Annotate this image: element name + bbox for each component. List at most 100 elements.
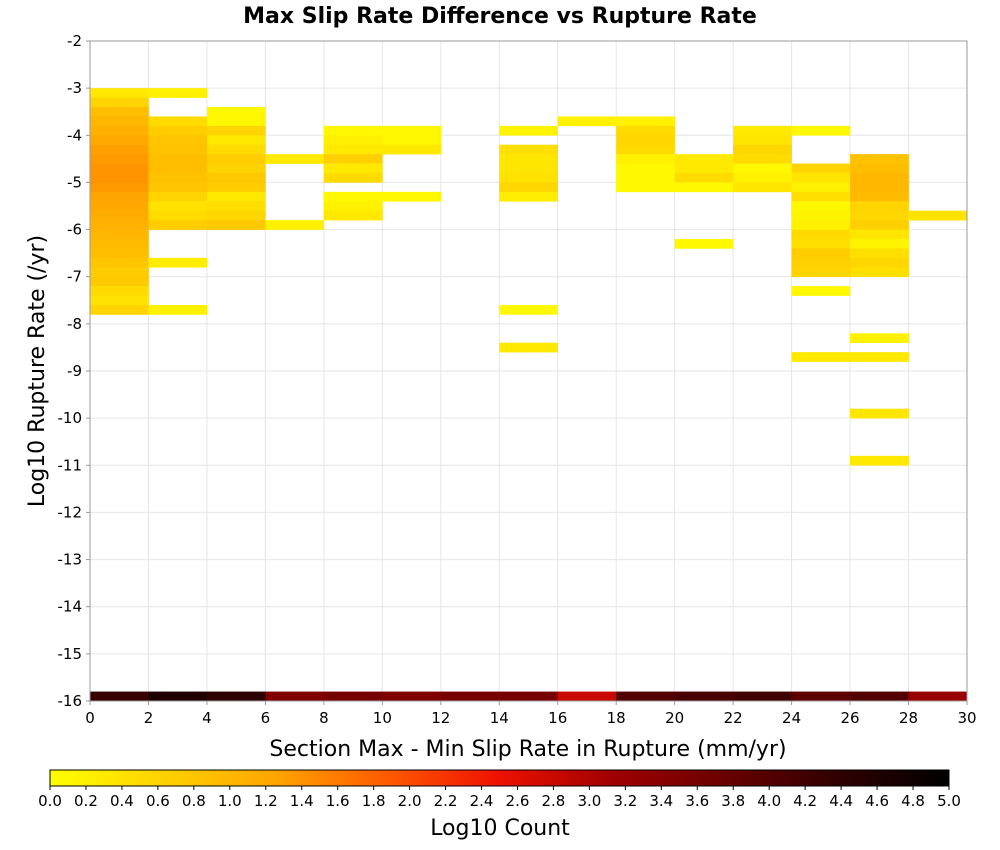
- x-tick-label: 8: [319, 709, 329, 727]
- heatmap-cell: [148, 116, 208, 127]
- heatmap-cell: [148, 163, 208, 174]
- y-tick-label: -7: [67, 268, 82, 286]
- colorbar-tick-label: 0.4: [110, 792, 134, 810]
- heatmap-cell: [616, 154, 675, 164]
- heatmap-cell: [148, 88, 208, 98]
- colorbar-tick-label: 3.8: [721, 792, 745, 810]
- heatmap-cell: [616, 144, 675, 155]
- y-tick-label: -14: [58, 598, 83, 616]
- heatmap-cell: [616, 182, 675, 193]
- x-tick-label: 18: [607, 709, 626, 727]
- y-tick-label: -10: [58, 409, 83, 427]
- y-tick-label: -6: [67, 221, 82, 239]
- y-tick-label: -3: [67, 79, 82, 97]
- heatmap-cell: [733, 144, 792, 155]
- heatmap-cell: [382, 191, 442, 202]
- heatmap-cell: [90, 305, 149, 315]
- heatmap-cell: [206, 125, 266, 136]
- heatmap-cell: [908, 210, 968, 221]
- heatmap-cell: [850, 173, 909, 183]
- colorbar-tick-label: 4.8: [901, 792, 925, 810]
- heatmap-cell: [206, 191, 266, 202]
- heatmap-cell: [323, 125, 383, 136]
- heatmap-cell: [265, 154, 325, 164]
- colorbar-label: Log10 Count: [430, 816, 570, 841]
- heatmap-cell: [148, 305, 208, 315]
- colorbar-tick-label: 4.6: [865, 792, 889, 810]
- heatmap-cell: [206, 201, 266, 212]
- heatmap-cell: [850, 267, 909, 278]
- heatmap-cell: [791, 248, 851, 259]
- heatmap-cell: [206, 210, 266, 221]
- heatmap-cell: [791, 257, 851, 268]
- marginal-cell: [90, 691, 149, 701]
- heatmap-cell: [499, 191, 559, 202]
- heatmap-cell: [90, 276, 149, 287]
- colorbar-tick-label: 4.2: [793, 792, 817, 810]
- colorbar-tick-label: 0.2: [74, 792, 98, 810]
- heatmap-cell: [265, 220, 325, 230]
- x-tick-label: 28: [899, 709, 918, 727]
- heatmap-cell: [206, 182, 266, 193]
- heatmap-cell: [148, 191, 208, 202]
- x-tick-label: 10: [373, 709, 392, 727]
- x-tick-label: 16: [548, 709, 567, 727]
- colorbar-tick-label: 1.4: [290, 792, 314, 810]
- heatmap-cell: [90, 88, 149, 98]
- heatmap-cell: [148, 210, 208, 221]
- x-tick-label: 0: [85, 709, 95, 727]
- heatmap-cell: [206, 163, 266, 174]
- heatmap-cell: [499, 173, 559, 183]
- heatmap-cell: [791, 220, 851, 230]
- colorbar: [49, 769, 950, 787]
- heatmap-cell: [90, 182, 149, 193]
- heatmap-cell: [733, 163, 792, 174]
- marginal-cell: [382, 691, 442, 701]
- heatmap-cell: [148, 135, 208, 146]
- heatmap-cell: [850, 333, 909, 344]
- heatmap-cell: [90, 144, 149, 155]
- heatmap-cell: [90, 135, 149, 146]
- heatmap-cell: [674, 163, 734, 174]
- heatmap-cell: [323, 135, 383, 146]
- heatmap-cell: [90, 173, 149, 183]
- heatmap-cell: [791, 182, 851, 193]
- heatmap-cell: [206, 135, 266, 146]
- colorbar-tick-label: 1.8: [362, 792, 386, 810]
- heatmap-cell: [499, 342, 559, 353]
- heatmap-cell: [850, 163, 909, 174]
- marginal-cell: [557, 691, 617, 701]
- heatmap-cell: [90, 191, 149, 202]
- colorbar-tick-label: 3.6: [685, 792, 709, 810]
- heatmap-cell: [148, 220, 208, 230]
- marginal-cell: [850, 691, 909, 701]
- x-tick-label: 4: [202, 709, 212, 727]
- heatmap-cell: [850, 229, 909, 240]
- heatmap-cell: [148, 182, 208, 193]
- heatmap-cell: [791, 201, 851, 212]
- heatmap-cell: [557, 116, 617, 127]
- colorbar-tick-label: 2.0: [398, 792, 422, 810]
- heatmap-cell: [850, 210, 909, 221]
- colorbar-tick-label: 1.0: [218, 792, 242, 810]
- marginal-cell: [674, 691, 734, 701]
- marginal-cell: [499, 691, 559, 701]
- heatmap-cell: [850, 408, 909, 419]
- heatmap-cell: [323, 173, 383, 183]
- heatmap-cell: [323, 201, 383, 212]
- heatmap-cell: [148, 144, 208, 155]
- marginal-cell: [908, 691, 968, 701]
- heatmap-cell: [499, 154, 559, 164]
- x-tick-label: 14: [490, 709, 509, 727]
- heatmap-cell: [90, 229, 149, 240]
- heatmap-cell: [616, 116, 675, 127]
- colorbar-tick-label: 0.8: [182, 792, 206, 810]
- y-tick-label: -11: [58, 456, 83, 474]
- chart-title: Max Slip Rate Difference vs Rupture Rate: [243, 4, 757, 29]
- heatmap-cell: [90, 295, 149, 306]
- heatmap-cells: [90, 88, 968, 466]
- heatmap-cell: [90, 163, 149, 174]
- heatmap-cell: [791, 191, 851, 202]
- heatmap-cell: [148, 173, 208, 183]
